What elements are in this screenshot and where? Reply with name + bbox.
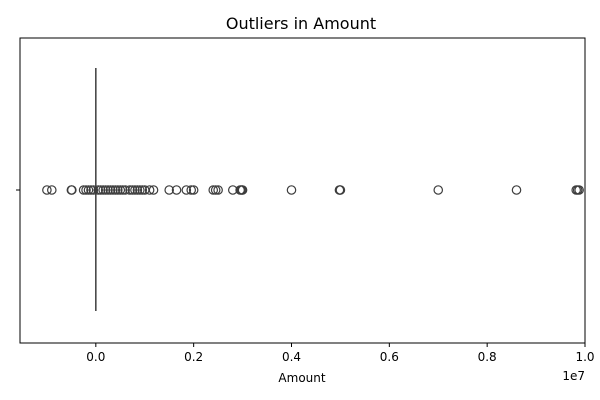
x-tick-label: 0.0: [86, 350, 105, 364]
outlier-point: [108, 185, 118, 195]
outlier-point: [132, 185, 143, 195]
outlier-point: [135, 185, 145, 195]
outlier-point: [433, 185, 444, 195]
x-tick-label: 0.6: [380, 350, 399, 364]
outlier-point: [95, 185, 106, 195]
outlier-point: [46, 185, 57, 195]
x-axis-offset-text: 1e7: [562, 369, 585, 383]
outlier-point: [130, 185, 140, 195]
x-axis: 0.0 0.2 0.4 0.6 0.8 1.0: [16, 189, 595, 364]
outlier-point: [574, 185, 584, 195]
outlier-point: [78, 185, 89, 195]
outlier-point: [81, 185, 91, 195]
x-tick-label: 0.4: [282, 350, 301, 364]
outlier-point: [148, 185, 159, 195]
outlier-point: [137, 185, 148, 195]
outlier-point: [115, 185, 126, 195]
outlier-point: [117, 185, 128, 195]
outlier-point: [110, 185, 121, 195]
outlier-point: [144, 185, 155, 195]
x-tick-label: 1.0: [575, 350, 594, 364]
outlier-point: [103, 185, 113, 195]
x-tick-label: 0.8: [478, 350, 497, 364]
outlier-point: [286, 185, 297, 195]
outlier-point: [86, 185, 96, 195]
x-axis-label: Amount: [278, 371, 325, 385]
chart-title: Outliers in Amount: [226, 14, 376, 33]
outlier-point: [171, 185, 182, 195]
outlier-point: [93, 185, 104, 195]
outlier-point: [188, 185, 199, 195]
outlier-point: [127, 185, 138, 195]
outlier-point: [181, 185, 192, 195]
outlier-point: [125, 185, 135, 195]
outlier-point: [88, 185, 99, 195]
x-tick-label: 0.2: [184, 350, 203, 364]
outlier-point: [105, 185, 116, 195]
outlier-point: [113, 185, 123, 195]
outlier-point: [42, 185, 52, 195]
chart-marks: [42, 68, 584, 311]
outlier-point: [98, 185, 108, 195]
outlier-point: [186, 185, 197, 195]
outlier-point: [67, 185, 77, 195]
outlier-point: [83, 185, 94, 195]
outlier-point: [511, 185, 522, 195]
outlier-point: [100, 185, 111, 195]
outlier-point: [120, 185, 130, 195]
outlier-point: [208, 185, 219, 195]
outlier-point: [164, 185, 174, 195]
outlier-point: [213, 185, 223, 195]
outlier-point: [210, 185, 221, 195]
outlier-point: [335, 185, 346, 195]
outlier-point: [237, 185, 248, 195]
